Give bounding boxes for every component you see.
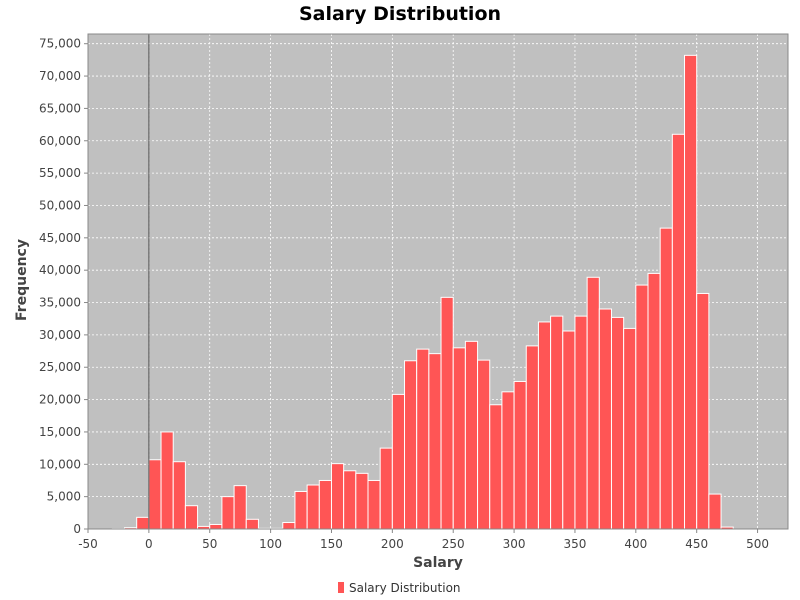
bar [148,459,162,530]
legend: Salary Distribution [338,581,461,595]
legend-label: Salary Distribution [349,581,461,595]
bar [489,404,503,530]
x-axis-title: Salary [413,555,463,571]
bar [391,393,406,530]
y-tick-label: 70,000 [39,69,81,83]
y-tick-label: 10,000 [39,457,81,471]
x-tick-label: 200 [381,537,404,551]
y-tick-label: 40,000 [39,263,81,277]
bars [111,54,734,530]
x-tick-label: 50 [202,537,217,551]
bar [160,431,174,530]
bar [343,470,357,530]
bar [574,315,588,530]
bar [209,523,223,530]
x-tick-label: 250 [442,537,465,551]
bar [647,272,661,530]
x-tick-label: 150 [320,537,343,551]
bar [355,472,369,530]
bar [379,447,393,530]
bar [318,479,332,530]
x-axis: -50 0 50 100 150 200 250 300 350 400 450 500 [78,529,769,551]
y-tick-label: 60,000 [39,134,81,148]
bar [684,54,698,530]
bar [623,327,637,530]
chart-title: Salary Distribution [299,3,501,25]
bar [330,463,345,530]
bar [501,391,515,530]
bar [440,296,454,530]
bar [172,461,186,530]
bar [477,359,491,530]
y-tick-label: 50,000 [39,198,81,212]
y-tick-label: 45,000 [39,231,81,245]
x-tick-label: 0 [145,537,153,551]
bar [294,490,308,530]
bar [452,347,466,530]
x-tick-label: 500 [746,537,769,551]
x-tick-label: 300 [503,537,526,551]
bar [635,284,649,530]
bar [245,518,259,530]
bar [428,353,442,530]
bar [306,484,320,530]
bar [671,133,686,530]
plot-border [87,33,789,530]
y-axis-title: Frequency [14,239,30,321]
bar [659,227,673,530]
y-tick-label: 20,000 [39,393,81,407]
bar [282,522,296,530]
y-tick-label: 55,000 [39,166,81,180]
bar [513,380,527,530]
bar [598,308,612,530]
bar [184,505,199,530]
bar [525,345,539,530]
x-tick-label: -50 [78,537,98,551]
bar [233,485,247,530]
y-tick-label: 15,000 [39,425,81,439]
bar [586,276,600,530]
bar [562,330,576,530]
x-tick-label: 450 [685,537,708,551]
bar [367,479,381,530]
y-axis: 0 5,000 10,000 15,000 20,000 25,000 30,000 35,0… [39,37,88,536]
y-tick-label: 35,000 [39,296,81,310]
x-tick-label: 100 [259,537,282,551]
y-tick-label: 75,000 [39,37,81,51]
bar [221,496,235,530]
bar [416,348,430,530]
bar [708,493,722,530]
bar [537,321,552,530]
bar [404,360,418,530]
bar [550,315,564,530]
y-tick-label: 25,000 [39,360,81,374]
y-tick-label: 30,000 [39,328,81,342]
y-tick-label: 0 [73,522,81,536]
x-tick-label: 350 [564,537,587,551]
bar [136,516,150,530]
legend-swatch [338,582,344,593]
y-tick-label: 5,000 [47,490,81,504]
y-tick-label: 65,000 [39,101,81,115]
bar [696,292,710,530]
bar [464,340,479,530]
x-tick-label: 400 [624,537,647,551]
bar [610,316,625,530]
